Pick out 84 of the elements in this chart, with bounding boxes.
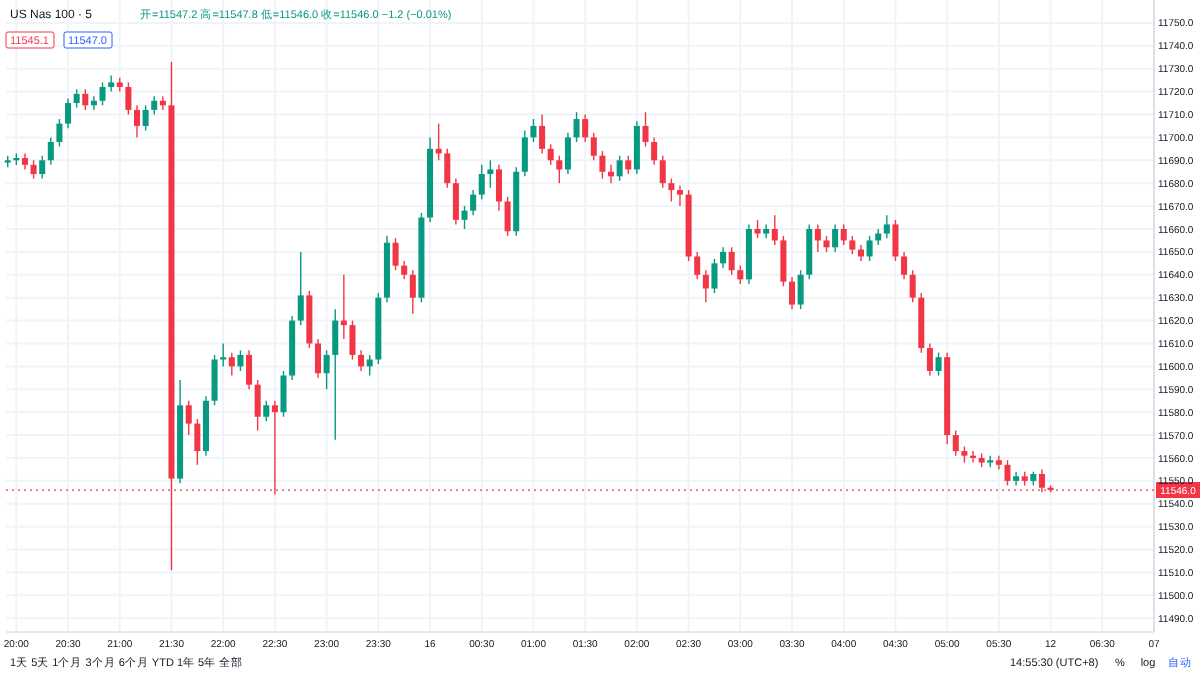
candlestick [668, 177, 675, 203]
candlestick [530, 118, 537, 143]
candlestick [935, 351, 942, 377]
candlestick [952, 429, 959, 457]
candlestick [470, 189, 477, 216]
candlestick [401, 260, 408, 281]
candlestick [409, 269, 416, 315]
candlestick [125, 81, 132, 116]
candlestick [504, 196, 511, 237]
candlestick [720, 246, 727, 269]
candlestick [185, 400, 192, 436]
candlestick [582, 113, 589, 143]
candlestick [840, 223, 847, 246]
candlestick [478, 164, 485, 200]
candlestick [849, 235, 856, 255]
candlestick [47, 136, 54, 166]
candlestick [487, 159, 494, 189]
candlestick [56, 118, 63, 148]
candlestick [142, 104, 149, 132]
candlestick [461, 205, 468, 230]
candlestick [263, 400, 270, 423]
candlestick [358, 349, 365, 372]
candlestick [771, 214, 778, 246]
candlestick [763, 223, 770, 239]
candlestick [573, 111, 580, 143]
candlestick [694, 251, 701, 281]
candlestick [332, 308, 339, 441]
candlestick [495, 164, 502, 212]
candlestick [99, 81, 106, 107]
candlestick [133, 104, 141, 139]
candlestick [659, 155, 666, 189]
candlestick [633, 120, 640, 175]
candlestick [237, 349, 244, 372]
candlestick [556, 155, 563, 184]
candlestick [711, 258, 718, 294]
candlestick [228, 351, 235, 377]
candlestick [1004, 459, 1011, 487]
candlestick [246, 349, 253, 390]
candlestick [754, 219, 761, 239]
candlestick [211, 354, 218, 406]
candlestick [539, 113, 546, 155]
candlestick [521, 129, 528, 178]
candlestick [297, 251, 304, 326]
candlestick [590, 132, 597, 161]
candlestick [151, 95, 158, 116]
candlestick [547, 143, 554, 166]
candlestick [616, 155, 623, 182]
candlestick [220, 342, 227, 368]
candlestick [728, 246, 735, 276]
candlestick [737, 264, 744, 285]
candlestick [702, 269, 709, 303]
candlestick [254, 379, 261, 432]
candlestick [642, 111, 649, 148]
candlestick [814, 223, 821, 253]
candlestick [676, 184, 683, 207]
candlestick [30, 159, 37, 180]
candlestick [599, 150, 606, 180]
candlestick [392, 237, 399, 271]
candlestick [82, 88, 89, 111]
candlestick [789, 276, 796, 310]
candlestick [651, 136, 658, 166]
candlestick [444, 148, 451, 189]
candlestick [65, 97, 72, 129]
candlestick [108, 74, 115, 93]
candlestick [909, 269, 916, 303]
candlestick [926, 342, 933, 377]
candlestick [349, 319, 356, 361]
candlestick [323, 349, 330, 390]
candlestick [901, 251, 908, 281]
candlestick [452, 177, 459, 226]
candlestick [780, 235, 787, 287]
candlestick [564, 132, 571, 175]
candlestick [832, 223, 839, 253]
candlestick [625, 155, 632, 175]
candlestick [314, 338, 322, 379]
candlestick [73, 88, 80, 109]
candlestick [892, 219, 899, 262]
candlestick [797, 269, 804, 310]
candlestick [866, 235, 873, 262]
candlestick [280, 370, 287, 418]
candlestick [806, 223, 813, 281]
candlestick [883, 214, 890, 239]
candlestick [194, 418, 201, 466]
candlestick [39, 155, 46, 180]
